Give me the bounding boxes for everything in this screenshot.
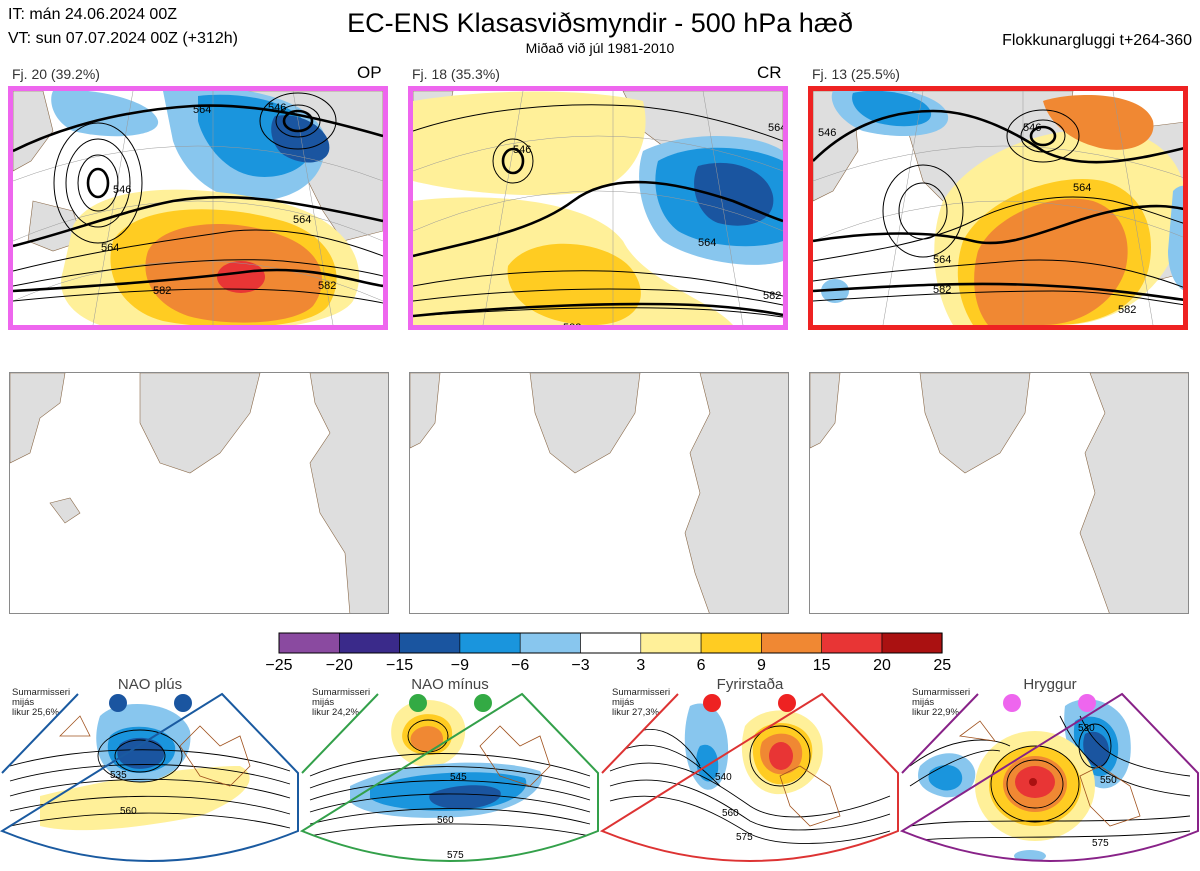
contour-label: 564 — [193, 104, 211, 116]
colorbar-cell — [399, 632, 461, 654]
anomaly-map-2 — [409, 372, 789, 614]
regime-dot — [109, 694, 127, 712]
regime-dot — [409, 694, 427, 712]
cluster-map-3: 546 546 564 564 582 582 — [808, 86, 1188, 330]
cluster-map-2: 546 564 564 582 582 582 — [408, 86, 788, 330]
contour-label: 582 — [763, 290, 781, 302]
contour-label: 546 — [513, 144, 531, 156]
cluster-1-label: Fj. 20 (39.2%) — [12, 66, 100, 82]
contour-label: 582 — [933, 284, 951, 296]
colorbar-tick-label: 15 — [812, 657, 831, 674]
regime-dot — [1003, 694, 1021, 712]
contour-label: 564 — [1073, 182, 1091, 194]
cluster-2-tag: CR — [757, 63, 782, 82]
contour-label: 545 — [450, 772, 467, 783]
regime-ridge: Hryggur Sumarmisseri mijás likur 22,9% — [900, 676, 1200, 871]
regime-title: Hryggur — [1023, 676, 1077, 693]
page-subtitle: Miðað við júl 1981-2010 — [525, 40, 675, 56]
regime-note: Sumarmisseri mijás likur 24,2% — [312, 687, 371, 718]
colorbar-cell — [881, 632, 943, 654]
colorbar-tick-label: −25 — [265, 657, 293, 674]
regime-dot — [1078, 694, 1096, 712]
colorbar-cell — [700, 632, 762, 654]
colorbar-cell — [278, 632, 340, 654]
contour-label: 582 — [153, 285, 171, 297]
colorbar-tick-label: −15 — [386, 657, 414, 674]
valid-time: VT: sun 07.07.2024 00Z (+312h) — [8, 30, 238, 47]
contour-label: 564 — [101, 242, 119, 254]
cluster-3-label: Fj. 13 (25.5%) — [812, 66, 900, 82]
contour-label: 564 — [768, 122, 783, 134]
contour-label: 564 — [698, 237, 716, 249]
cluster-map-1: 564 546 564 546 564 582 582 — [8, 86, 388, 330]
colorbar-tick-label: −9 — [450, 657, 470, 674]
colorbar-tick-label: 9 — [756, 657, 766, 674]
colorbar-cell — [640, 632, 702, 654]
colorbar-tick-label: 3 — [636, 657, 646, 674]
regime-note: Sumarmisseri mijás likur 22,9% — [912, 687, 971, 718]
contour-label: 560 — [722, 808, 739, 819]
cluster-2-label: Fj. 18 (35.3%) — [412, 66, 500, 82]
colorbar-cell — [338, 632, 400, 654]
colorbar-cell — [519, 632, 581, 654]
contour-label: 582 — [318, 280, 336, 292]
regime-title: NAO plús — [117, 676, 183, 693]
contour-label: 564 — [933, 254, 951, 266]
anomaly-map-3 — [809, 372, 1189, 614]
contour-label: 575 — [736, 832, 753, 843]
regime-dot — [703, 694, 721, 712]
colorbar — [278, 632, 943, 654]
colorbar-tick-label: −3 — [571, 657, 590, 674]
contour-label: 540 — [715, 772, 732, 783]
init-time: IT: mán 24.06.2024 00Z — [8, 6, 177, 23]
contour-label: 550 — [1100, 775, 1117, 786]
regime-dot — [778, 694, 796, 712]
classification-window: Flokkunargluggi t+264-360 — [1002, 32, 1192, 49]
colorbar-tick-label: 25 — [933, 657, 952, 674]
regime-dot — [174, 694, 192, 712]
contour-label: 575 — [1092, 838, 1109, 849]
contour-label: 560 — [120, 806, 137, 817]
page-title: EC-ENS Klasasviðsmyndir - 500 hPa hæð — [347, 8, 853, 38]
regime-note: Sumarmisseri mijás likur 27,3% — [612, 687, 671, 718]
contour-label: 582 — [563, 322, 581, 325]
contour-label: 582 — [1118, 304, 1136, 316]
colorbar-cell — [761, 632, 822, 654]
colorbar-cell — [459, 632, 521, 654]
cluster-1-tag: OP — [357, 63, 382, 82]
contour-label: 546 — [268, 102, 286, 114]
contour-label: 530 — [1078, 723, 1095, 734]
contour-label: 535 — [110, 770, 127, 781]
regime-blocking: Fyrirstaða Sumarmisseri mijás likur 27,3% — [600, 676, 900, 871]
contour-label: 546 — [1023, 122, 1041, 134]
colorbar-tick-label: −6 — [511, 657, 530, 674]
contour-label: 575 — [447, 850, 464, 861]
contour-label: 546 — [113, 184, 131, 196]
contour-label: 560 — [437, 815, 454, 826]
contour-label: 546 — [818, 127, 836, 139]
regime-title: NAO mínus — [411, 676, 489, 693]
anomaly-map-1 — [9, 372, 389, 614]
colorbar-tick-label: 6 — [696, 657, 706, 674]
regime-dot — [474, 694, 492, 712]
contour-label: 564 — [293, 214, 311, 226]
regime-title: Fyrirstaða — [716, 676, 784, 693]
colorbar-tick-label: 20 — [873, 657, 891, 674]
colorbar-cell — [580, 632, 642, 654]
regime-note: Sumarmisseri mijás likur 25,6% — [12, 687, 71, 718]
colorbar-cell — [821, 632, 883, 654]
colorbar-tick-label: −20 — [325, 657, 353, 674]
regime-nao-minus: NAO mínus Sumarmisseri mijás likur 24,2% 5… — [300, 676, 600, 871]
regime-nao-plus: NAO plús Sumarmisseri mijás likur 25,6% 53… — [0, 676, 300, 871]
